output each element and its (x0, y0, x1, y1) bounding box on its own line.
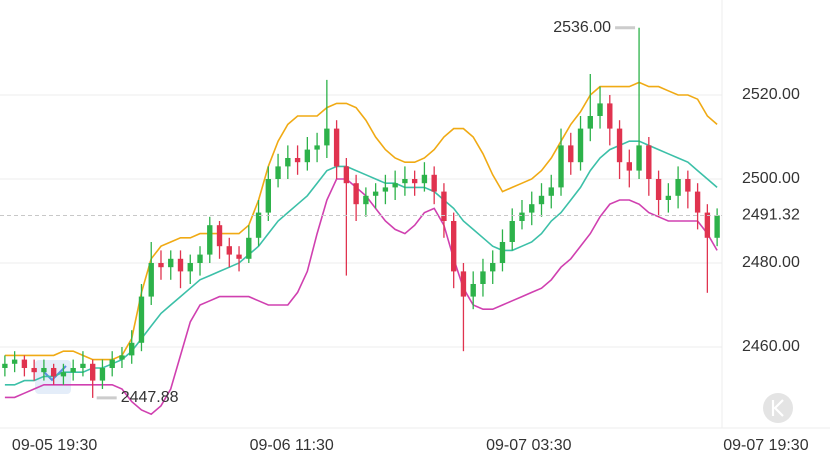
candle-body (197, 254, 203, 263)
candle-body (665, 195, 672, 200)
candle-body (99, 367, 106, 381)
candle-body (109, 359, 115, 368)
candle-body (675, 178, 681, 196)
y-tick-label: 2460.00 (742, 338, 800, 355)
candle-body (558, 145, 564, 188)
candle-body (2, 363, 8, 368)
candle-body (158, 262, 164, 268)
candle-body (255, 212, 262, 238)
candle-body (694, 191, 701, 213)
candle-body (538, 195, 545, 205)
candle-body (685, 178, 691, 192)
candle-body (597, 103, 603, 116)
candle-body (324, 128, 330, 146)
candle-body (177, 258, 184, 272)
candle-body (411, 178, 418, 184)
candle-body (353, 183, 359, 205)
candle-body (382, 187, 389, 192)
candle-body (636, 145, 642, 171)
candle-body (451, 220, 457, 272)
candle-body (372, 191, 379, 196)
band-line (4, 81, 718, 361)
x-tick-label: 09-07 19:30 (723, 437, 809, 454)
candle-body (490, 262, 496, 272)
candle-body (548, 187, 554, 196)
candle-body (70, 367, 76, 373)
candle-body (275, 166, 281, 179)
extreme-label: 2536.00 (553, 19, 611, 36)
candle-body (519, 212, 525, 221)
candle-body (246, 237, 252, 259)
candle-body (470, 283, 476, 297)
x-tick-label: 09-05 19:30 (12, 437, 98, 454)
candle-body (285, 157, 291, 167)
candle-body (50, 367, 57, 377)
candle-body (138, 296, 145, 343)
candle-body (294, 157, 301, 163)
k-icon (771, 399, 784, 417)
x-tick-label: 09-06 11:30 (250, 437, 334, 454)
candle-body (41, 367, 47, 373)
candle-body (207, 225, 213, 255)
candle-body (226, 246, 232, 255)
candle-body (568, 145, 574, 163)
candle-body (714, 215, 720, 238)
candle-body (265, 178, 271, 213)
candle-body (587, 115, 593, 129)
candle-body (704, 212, 711, 238)
candle-body (60, 372, 67, 377)
candle-body (90, 363, 96, 381)
candle-body (607, 103, 613, 129)
x-tick-label: 09-07 03:30 (486, 437, 572, 454)
candle-body (129, 342, 135, 356)
candle-body (216, 225, 223, 247)
y-tick-label: 2520.00 (742, 86, 800, 103)
candle-body (343, 166, 350, 184)
candle-body (80, 363, 86, 368)
candle-body (480, 271, 486, 284)
candle-body (148, 262, 154, 297)
candle-body (509, 220, 515, 242)
candle-body (655, 178, 662, 200)
band-line (4, 178, 718, 416)
candle-body (168, 258, 174, 268)
candle-body (363, 195, 369, 205)
candle-body (21, 359, 28, 368)
candle-body (421, 174, 428, 184)
y-tick-label: 2500.00 (742, 170, 800, 187)
candle-body (304, 149, 311, 163)
candle-body (646, 145, 652, 179)
candle-body (31, 367, 37, 373)
last-price-label: 2491.32 (742, 207, 800, 224)
candle-body (499, 241, 506, 263)
candle-body (333, 128, 340, 167)
candle-body (577, 128, 584, 163)
candle-body (236, 254, 242, 259)
candle-body (626, 162, 632, 171)
candle-body (431, 174, 437, 192)
candle-body (460, 271, 467, 297)
y-tick-label: 2480.00 (742, 254, 800, 271)
extreme-label: 2447.88 (121, 389, 179, 406)
candle-body (402, 178, 408, 184)
candle-body (616, 128, 623, 163)
candle-body (314, 145, 320, 150)
candle-body (11, 359, 18, 364)
candle-body (441, 191, 447, 221)
candle-body (187, 262, 193, 272)
k-button[interactable] (763, 393, 793, 423)
candle-body (392, 183, 398, 188)
candle-body (119, 355, 125, 360)
candle-body (529, 204, 535, 213)
